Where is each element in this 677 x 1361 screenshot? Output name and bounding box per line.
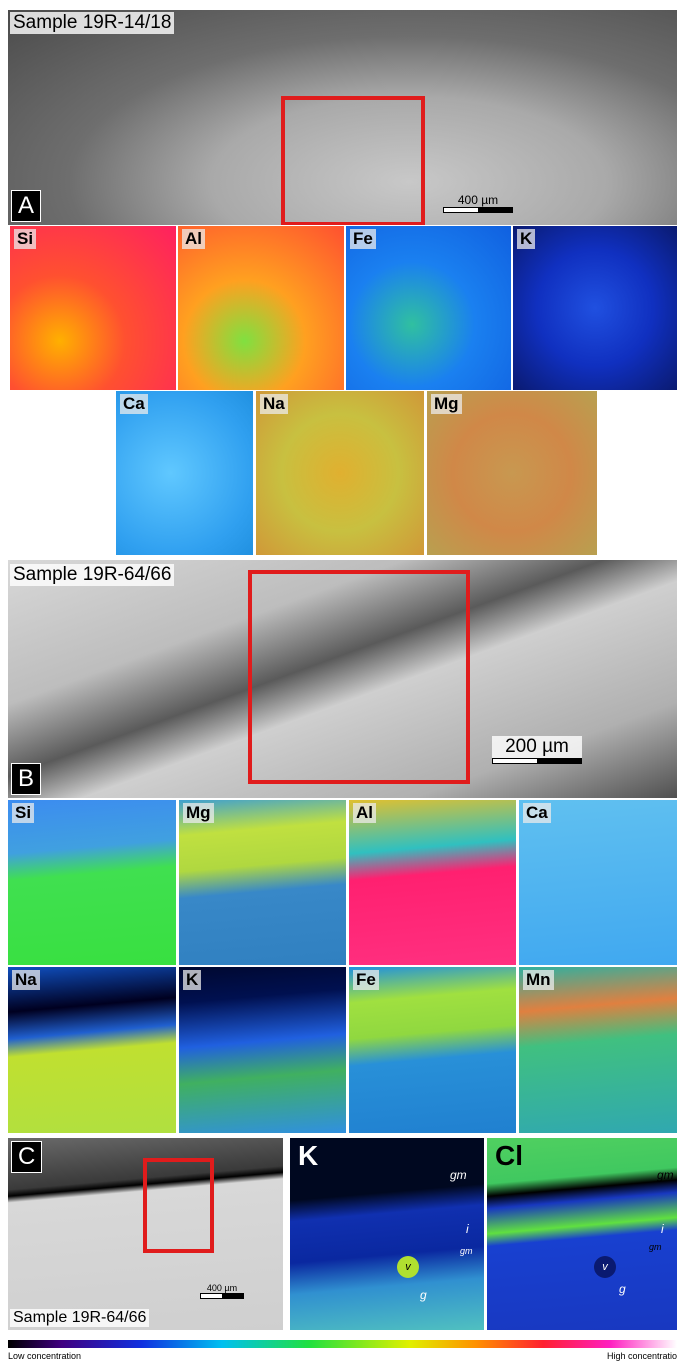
sem-image-b: Sample 19R-64/66 B 200 µm <box>8 560 677 798</box>
scale-line <box>492 758 582 764</box>
map: Ca <box>116 391 253 555</box>
scale-line <box>200 1293 244 1299</box>
scale-text: 400 µm <box>200 1283 244 1293</box>
map-label: K <box>183 970 201 990</box>
map: Si <box>10 226 176 390</box>
scale-bar: 400 µm <box>200 1283 244 1299</box>
map: Fe <box>346 226 511 390</box>
map: Al <box>178 226 344 390</box>
colorbar <box>8 1340 677 1348</box>
sample-label: Sample 19R-64/66 <box>10 1309 149 1327</box>
map-label: Ca <box>120 394 148 414</box>
map: Cl gm i gm v g <box>487 1138 677 1330</box>
map: Mg <box>179 800 346 965</box>
panel-letter: C <box>11 1141 42 1173</box>
region-label: i <box>466 1222 469 1236</box>
map: Fe <box>349 967 516 1133</box>
map: Mn <box>519 967 677 1133</box>
colorbar-high: High concentratio <box>607 1351 677 1361</box>
figure: {"panel_a":{"sample":"Sample 19R-14/18",… <box>0 0 677 1361</box>
map-label: Na <box>12 970 40 990</box>
sample-label: Sample 19R-64/66 <box>10 564 174 586</box>
region-label: g <box>619 1282 626 1296</box>
region-label: gm <box>649 1242 662 1252</box>
panel-letter: A <box>11 190 41 222</box>
sem-image-a: Sample 19R-14/18 A 400 µm <box>8 10 677 225</box>
map-label: Na <box>260 394 288 414</box>
map: Mg <box>427 391 597 555</box>
sample-label: Sample 19R-14/18 <box>10 12 174 34</box>
map-label: Fe <box>353 970 379 990</box>
region-label: gm <box>450 1168 467 1182</box>
scale-line <box>443 207 513 213</box>
map-label: Al <box>182 229 205 249</box>
map: Ca <box>519 800 677 965</box>
region-label: gm <box>460 1246 473 1256</box>
map-label: Ca <box>523 803 551 823</box>
region-label: g <box>420 1288 427 1302</box>
map-label: Fe <box>350 229 376 249</box>
scale-text: 200 µm <box>492 736 582 758</box>
map-label: Si <box>14 229 36 249</box>
map-label: Mg <box>431 394 462 414</box>
map: Al <box>349 800 516 965</box>
scale-bar: 200 µm <box>492 736 582 764</box>
map: K <box>179 967 346 1133</box>
region-label: v <box>594 1256 616 1278</box>
scale-bar: 400 µm <box>443 193 513 213</box>
map-label: Mn <box>523 970 554 990</box>
panel-letter: B <box>11 763 41 795</box>
map: K <box>513 226 677 390</box>
highlight-box <box>281 96 425 225</box>
sem-image-c: C 400 µm Sample 19R-64/66 <box>8 1138 283 1330</box>
highlight-box <box>248 570 470 784</box>
map-label: K <box>517 229 535 249</box>
highlight-box <box>143 1158 214 1253</box>
region-label: gm <box>657 1168 674 1182</box>
region-label: v <box>397 1256 419 1278</box>
map-label: Mg <box>183 803 214 823</box>
map-label: Al <box>353 803 376 823</box>
region-label: i <box>661 1222 664 1236</box>
scale-text: 400 µm <box>443 193 513 207</box>
map: Si <box>8 800 176 965</box>
map: K gm i gm v g <box>290 1138 484 1330</box>
map: Na <box>8 967 176 1133</box>
map-label: K <box>298 1140 318 1172</box>
map-label: Cl <box>495 1140 523 1172</box>
colorbar-low: Low concentration <box>8 1351 81 1361</box>
map-label: Si <box>12 803 34 823</box>
map: Na <box>256 391 424 555</box>
